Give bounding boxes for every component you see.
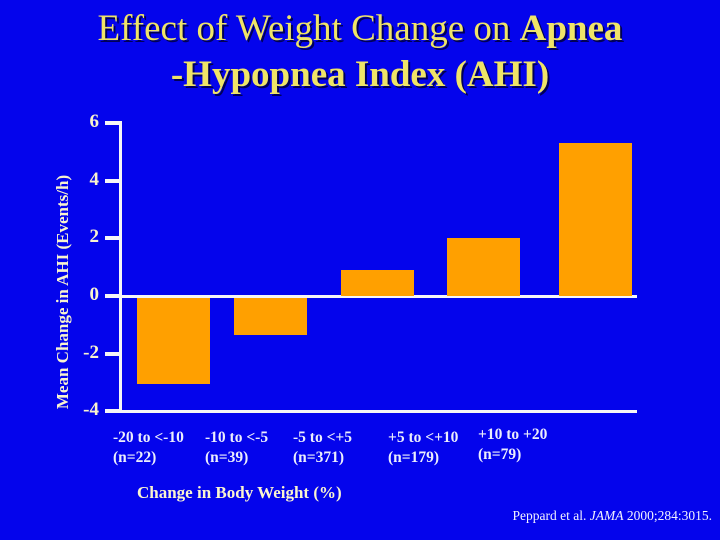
category-range: -20 to <-10 (113, 429, 184, 446)
bar--5 to <+5 (341, 270, 414, 296)
y-tick-label: -2 (83, 341, 99, 363)
category-range: +5 to <+10 (388, 429, 459, 446)
y-tick (105, 236, 121, 241)
y-tick-label: 0 (89, 284, 100, 305)
bar--10 to <-5 (234, 298, 307, 336)
title-line2: -Hypopnea Index (AHI) (170, 54, 550, 95)
title-line1-bold: Apnea (519, 8, 623, 49)
bar-+10 to +20 (559, 143, 632, 296)
category-label: -10 to <-5 (n=39) (205, 428, 268, 468)
y-tick-label: 2 (89, 226, 100, 248)
y-tick-label: 6 (89, 111, 100, 133)
category-count: (n=22) (113, 449, 157, 466)
x-axis-label: Change in Body Weight (%) (137, 483, 342, 502)
category-label: -5 to <+5 (n=371) (293, 428, 352, 468)
y-tick (105, 351, 121, 356)
citation: Peppard et al. JAMA 2000;284:3015. (513, 508, 712, 524)
y-tick (105, 121, 121, 126)
category-range: +10 to +20 (478, 426, 548, 443)
slide-title: Effect of Weight Change on Apnea -Hypopn… (0, 6, 720, 98)
y-tick (105, 178, 121, 183)
bar--20 to <-10 (137, 298, 210, 385)
category-count: (n=79) (478, 446, 522, 463)
y-tick-label: 4 (89, 168, 100, 190)
citation-journal: JAMA (589, 508, 624, 523)
category-count: (n=371) (293, 449, 345, 466)
citation-authors: Peppard et al. (512, 508, 590, 523)
zero-line (119, 295, 637, 298)
title-line1-regular: Effect of Weight Change on (97, 8, 520, 49)
category-label: -20 to <-10 (n=22) (113, 428, 184, 468)
y-axis-line (119, 121, 122, 414)
citation-issue: 2000;284:3015. (623, 508, 712, 523)
category-range: -5 to <+5 (293, 429, 352, 446)
bottom-axis-line (119, 410, 637, 414)
y-tick (105, 409, 121, 414)
category-count: (n=179) (388, 449, 440, 466)
category-range: -10 to <-5 (205, 429, 269, 446)
bar-+5 to <+10 (447, 238, 520, 296)
y-tick-label: -4 (83, 399, 99, 421)
category-count: (n=39) (205, 449, 249, 466)
y-tick (105, 294, 121, 298)
category-label: +5 to <+10 (n=179) (388, 428, 458, 468)
category-label: +10 to +20 (n=79) (478, 425, 547, 465)
